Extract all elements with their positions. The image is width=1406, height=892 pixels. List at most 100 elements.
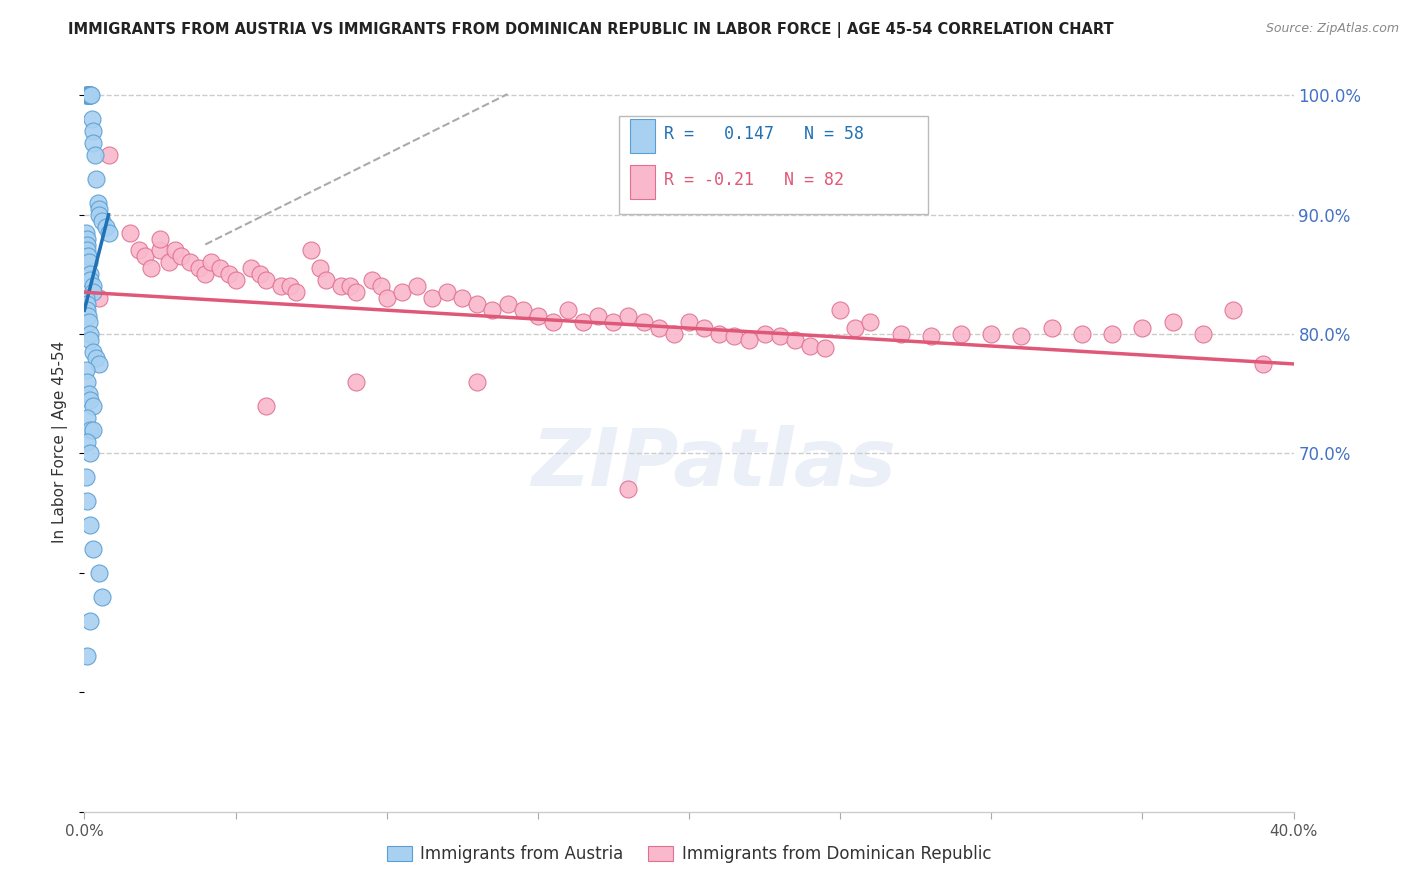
Point [799,339,821,353]
Point [1101,327,1123,342]
Point [82,423,104,437]
Point [194,268,217,282]
Point [200,255,222,269]
Point [77,88,100,103]
Point [451,291,474,305]
Text: R =   0.147   N = 58: R = 0.147 N = 58 [664,125,863,143]
Text: ZIPatlas: ZIPatlas [530,425,896,503]
Point [1071,327,1094,342]
Point [950,327,973,342]
Point [77,309,100,323]
Point [89,208,111,222]
Point [254,399,277,413]
Point [76,375,98,389]
Point [980,327,1002,342]
Point [75,88,97,103]
Point [179,255,201,269]
Point [588,309,610,323]
Point [118,226,141,240]
Point [1192,327,1215,342]
Point [79,273,101,287]
Point [360,273,382,287]
Point [370,279,392,293]
Point [709,327,731,342]
Text: IMMIGRANTS FROM AUSTRIA VS IMMIGRANTS FROM DOMINICAN REPUBLIC IN LABOR FORCE | A: IMMIGRANTS FROM AUSTRIA VS IMMIGRANTS FR… [67,22,1114,38]
Point [86,351,108,365]
Point [76,649,98,664]
Point [79,88,101,103]
Point [80,88,103,103]
Point [617,309,640,323]
Point [82,136,104,150]
Legend: Immigrants from Austria, Immigrants from Dominican Republic: Immigrants from Austria, Immigrants from… [380,838,998,870]
Point [754,327,776,342]
Point [1222,303,1244,318]
Point [149,244,172,258]
Point [406,279,429,293]
Point [77,315,100,329]
Point [79,88,101,103]
Point [76,231,98,245]
Point [541,315,564,329]
Point [188,261,211,276]
Point [79,327,101,342]
Point [79,88,101,103]
Point [617,483,640,497]
Point [769,329,792,343]
Point [1130,321,1153,335]
Point [79,446,101,460]
Point [165,244,187,258]
Point [82,399,104,413]
Point [149,231,172,245]
Point [76,303,98,318]
Point [76,494,98,508]
Point [890,327,912,342]
Point [496,297,519,311]
Point [481,303,503,318]
Point [77,88,100,103]
Point [82,279,104,293]
Point [602,315,624,329]
Point [76,297,98,311]
Point [134,250,156,264]
Point [678,315,700,329]
Point [82,345,104,359]
Point [79,423,101,437]
Point [170,250,193,264]
Point [75,363,97,377]
Point [1253,357,1275,371]
Point [920,329,942,343]
Point [97,148,120,162]
Point [527,309,550,323]
Point [844,321,866,335]
Point [94,219,117,234]
Point [830,303,852,318]
Point [239,261,262,276]
Point [77,386,100,401]
Text: Source: ZipAtlas.com: Source: ZipAtlas.com [1265,22,1399,36]
Text: R = -0.21   N = 82: R = -0.21 N = 82 [664,171,844,189]
Point [1011,329,1033,343]
Point [467,297,489,311]
Point [79,333,101,347]
Point [128,244,150,258]
Point [391,285,413,300]
Point [75,470,97,484]
Point [633,315,655,329]
Point [82,285,104,300]
Point [662,327,685,342]
Point [157,255,180,269]
Point [76,237,98,252]
Point [218,268,240,282]
Point [80,112,103,127]
Point [693,321,716,335]
Point [346,375,368,389]
Point [89,357,111,371]
Point [648,321,671,335]
Point [91,213,114,227]
Point [77,255,100,269]
Point [285,285,308,300]
Point [79,614,101,628]
Point [299,244,322,258]
Point [330,279,353,293]
